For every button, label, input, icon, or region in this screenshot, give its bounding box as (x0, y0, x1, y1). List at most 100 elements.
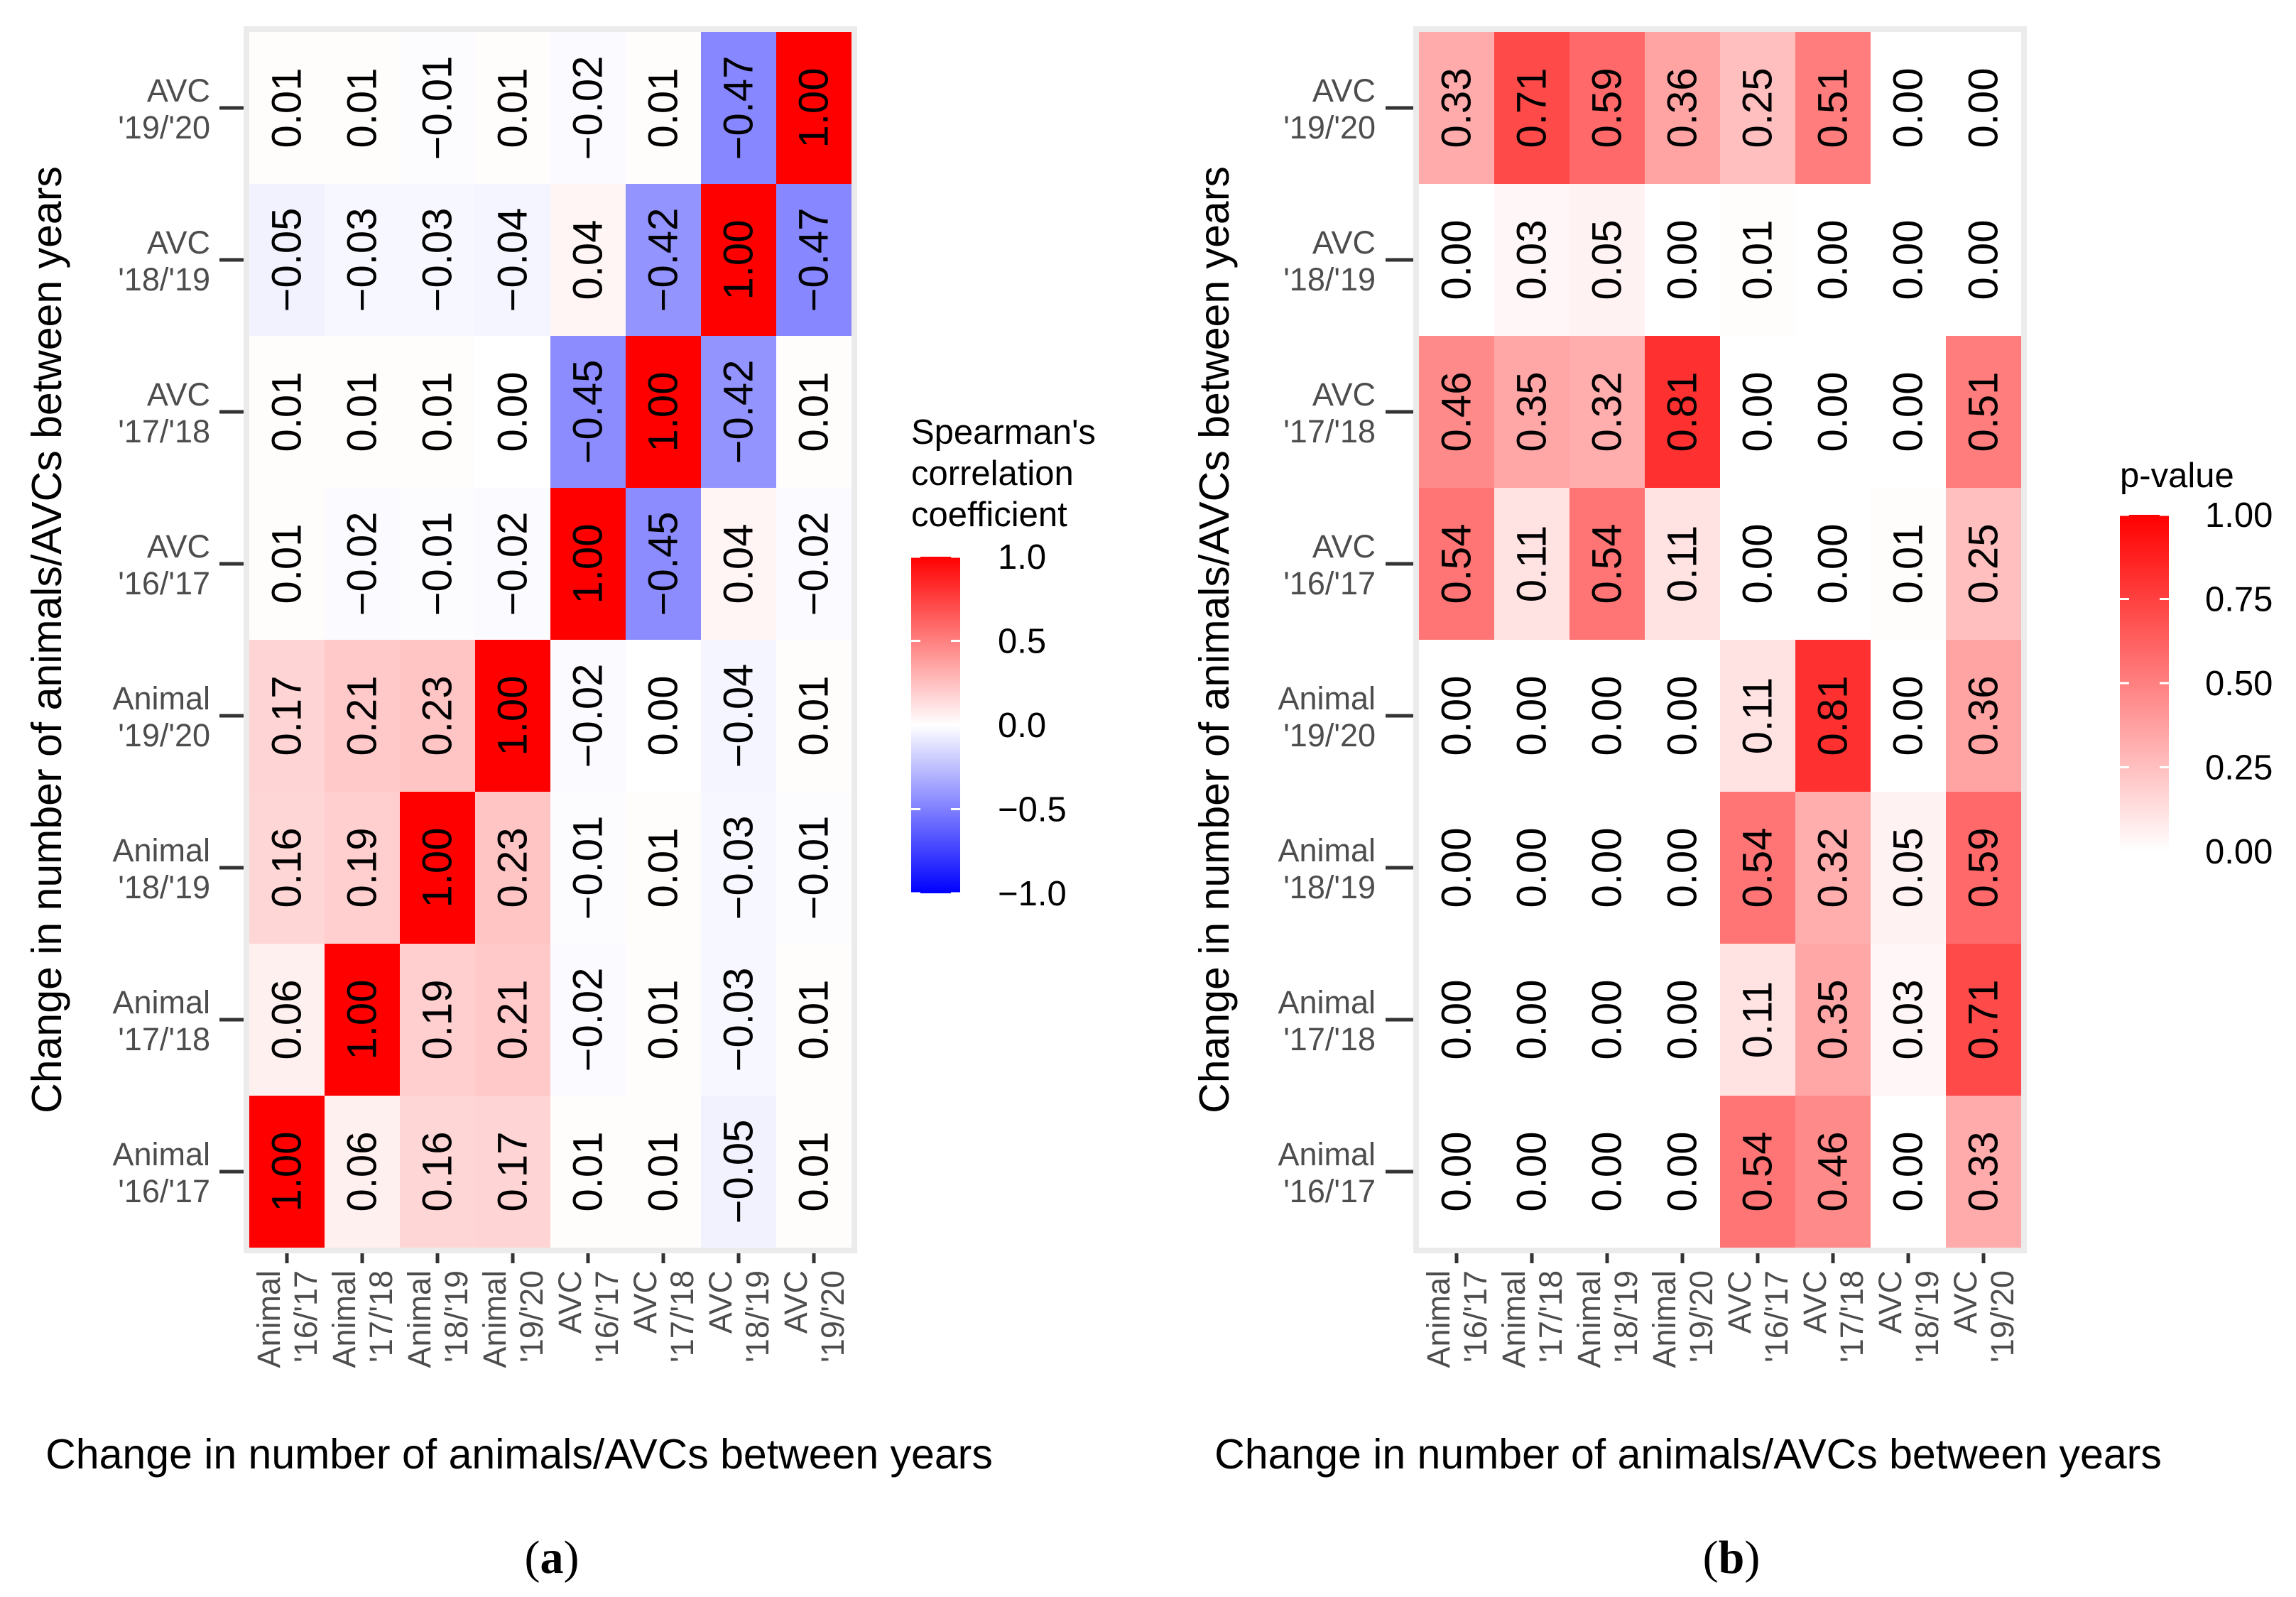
tile-value-label: 0.54 (1584, 524, 1631, 604)
tile-value-label: 0.00 (1810, 220, 1856, 300)
tile-value-label: 1.00 (791, 68, 837, 148)
legend-tick-label: 1.00 (2205, 496, 2273, 535)
y-tick-label: '17/'18 (118, 1021, 210, 1057)
heatmap-tile (475, 640, 550, 792)
legend-title: p-value (2120, 457, 2234, 495)
tile-value-label: 0.01 (641, 68, 687, 148)
tile-value-label: 0.01 (415, 372, 461, 452)
heatmap-tile (1419, 184, 1494, 336)
y-tick-label: Animal (112, 1136, 210, 1172)
heatmap-tile (1795, 640, 1871, 792)
legend-tick-label: 0.0 (998, 707, 1046, 745)
tile-value-label: 1.00 (264, 1132, 310, 1212)
x-tick-label: '17/'18 (664, 1270, 700, 1363)
heatmap-tile (400, 488, 475, 640)
heatmap-tile (776, 1096, 852, 1248)
tile-value-label: 0.00 (1961, 68, 2007, 148)
heatmap-tile (1871, 184, 1946, 336)
heatmap-tile (1645, 640, 1720, 792)
heatmap-tile (550, 640, 626, 792)
y-tick-label: AVC (147, 376, 210, 413)
heatmap-tile (249, 184, 325, 336)
x-tick-label: Animal (1646, 1270, 1682, 1368)
y-tick-label: AVC (147, 224, 210, 261)
heatmap-tile (249, 336, 325, 488)
tile-value-label: 1.00 (490, 676, 536, 756)
x-tick-label: AVC (1797, 1270, 1833, 1334)
caption-paren: ) (564, 1532, 580, 1584)
tile-value-label: 0.01 (1735, 220, 1781, 300)
tile-value-label: 0.81 (1810, 676, 1856, 756)
tile-value-label: 0.11 (1735, 677, 1781, 755)
heatmap-tile (776, 944, 852, 1096)
tile-value-label: 1.00 (716, 220, 762, 300)
legend-title: correlation (911, 454, 1074, 493)
tile-value-label: −0.47 (716, 56, 762, 160)
heatmap-tile (1494, 32, 1569, 184)
heatmap-tile (1946, 1096, 2021, 1248)
x-tick-label: Animal (1496, 1270, 1532, 1368)
x-tick-label: Animal (251, 1270, 287, 1368)
heatmap-tile (249, 640, 325, 792)
x-tick-label: '18/'19 (1909, 1270, 1945, 1363)
tile-value-label: 0.00 (1810, 372, 1856, 452)
caption-letter: b (1719, 1532, 1745, 1584)
y-tick-label: Animal (1278, 984, 1376, 1020)
tile-value-label: 0.35 (1509, 372, 1555, 452)
heatmap-tile (1494, 488, 1569, 640)
tile-value-label: 0.54 (1735, 828, 1781, 908)
tile-value-label: 0.00 (1584, 980, 1631, 1060)
y-tick-label: Animal (1278, 680, 1376, 716)
heatmap-tile (1494, 184, 1569, 336)
tile-value-label: 0.00 (1660, 220, 1706, 300)
tile-value-label: 0.11 (1735, 981, 1781, 1059)
heatmap-tile (325, 32, 400, 184)
tile-value-label: 1.00 (565, 524, 611, 604)
y-tick-label: AVC (1312, 528, 1376, 565)
heatmap-tile (475, 336, 550, 488)
heatmap-tile (325, 1096, 400, 1248)
panel-a: 0.01 0.01 −0.01 0.01 −0.02 0.01 −0.47 1.00 −0.05… (23, 26, 1096, 1584)
x-tick-label: '18/'19 (1608, 1270, 1644, 1363)
tile-value-label: 0.01 (264, 372, 310, 452)
x-tick-label: '16/'17 (589, 1270, 625, 1363)
tile-value-label: 0.00 (1886, 676, 1932, 756)
tile-value-label: 0.46 (1810, 1132, 1856, 1212)
tile-value-label: 0.36 (1961, 676, 2007, 756)
y-tick-label: '18/'19 (118, 261, 210, 298)
heatmap-tile (400, 792, 475, 944)
tile-value-label: −0.03 (339, 208, 386, 312)
heatmap-tile (776, 184, 852, 336)
heatmap-tile (1419, 488, 1494, 640)
tile-value-label: 0.00 (1434, 1132, 1480, 1212)
tile-value-label: 0.00 (1961, 220, 2007, 300)
tile-value-label: 0.00 (1660, 1132, 1706, 1212)
tile-value-label: 0.51 (1961, 372, 2007, 452)
heatmap-tile (400, 1096, 475, 1248)
tile-value-label: 0.23 (415, 676, 461, 756)
caption-paren: ) (1744, 1532, 1760, 1584)
legend-tick-label: −1.0 (998, 875, 1067, 913)
tile-value-label: −0.45 (565, 360, 611, 464)
heatmap-tile (1795, 336, 1871, 488)
heatmap-tile (701, 944, 776, 1096)
heatmap-tile (475, 944, 550, 1096)
tile-value-label: 0.01 (264, 524, 310, 604)
heatmap-tile (1645, 1096, 1720, 1248)
tile-value-label: 0.21 (490, 980, 536, 1060)
tile-value-label: 0.00 (1584, 1132, 1631, 1212)
heatmap-tile (1720, 944, 1795, 1096)
tile-value-label: −0.02 (565, 56, 611, 160)
heatmap-tile (1871, 792, 1946, 944)
tile-value-label: 0.01 (641, 980, 687, 1060)
heatmap-tile (701, 488, 776, 640)
x-tick-label: '16/'17 (1457, 1270, 1494, 1363)
tile-value-label: −0.02 (791, 512, 837, 616)
heatmap-tile (1569, 184, 1645, 336)
tile-value-label: −0.02 (565, 968, 611, 1072)
x-axis-title: Change in number of animals/AVCs between… (45, 1431, 993, 1478)
tile-value-label: 0.54 (1735, 1132, 1781, 1212)
tile-value-label: 0.00 (1509, 980, 1555, 1060)
heatmap-tile (1871, 488, 1946, 640)
